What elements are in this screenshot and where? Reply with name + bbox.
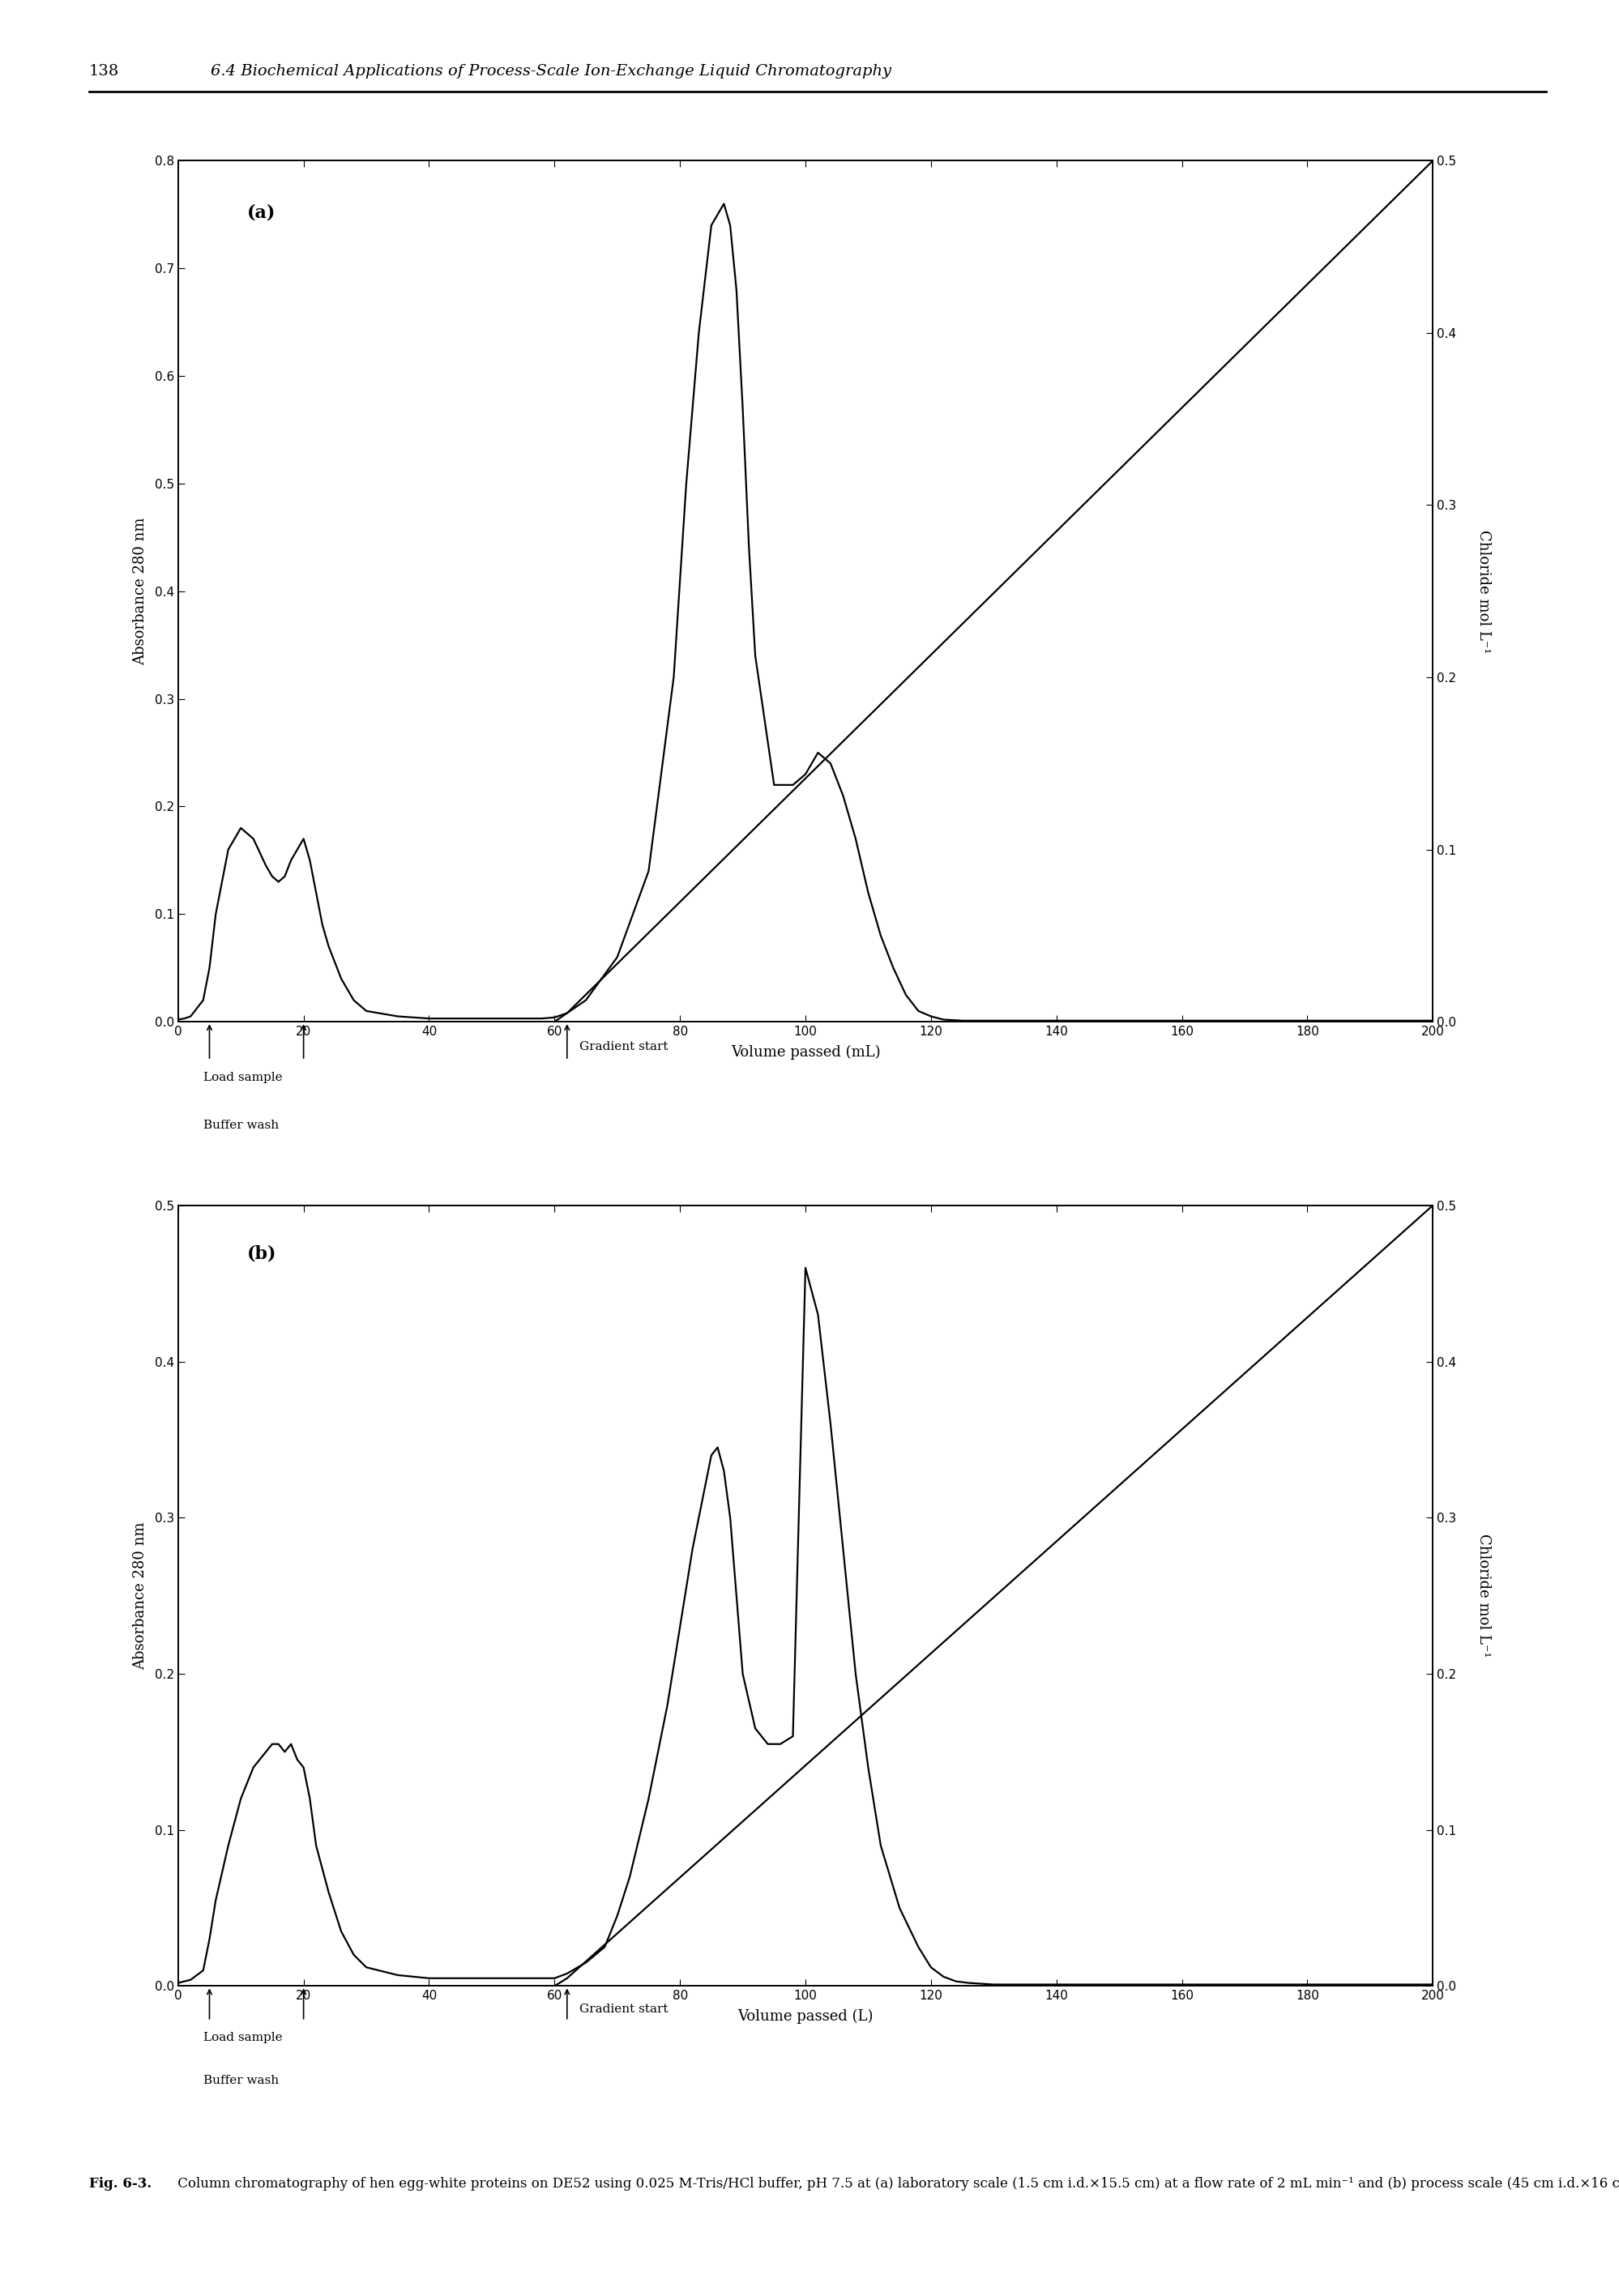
Text: Column chromatography of hen egg-white proteins on DE52 using 0.025 M-Tris/HCl b: Column chromatography of hen egg-white p… bbox=[173, 2177, 1619, 2190]
Text: Buffer wash: Buffer wash bbox=[204, 2076, 278, 2087]
Text: 6.4 Biochemical Applications of Process-Scale Ion-Exchange Liquid Chromatography: 6.4 Biochemical Applications of Process-… bbox=[210, 64, 890, 78]
Text: (a): (a) bbox=[248, 204, 275, 223]
Y-axis label: Chloride mol L⁻¹: Chloride mol L⁻¹ bbox=[1477, 530, 1491, 652]
Text: Gradient start: Gradient start bbox=[580, 1040, 669, 1052]
Text: Load sample: Load sample bbox=[204, 2032, 282, 2043]
X-axis label: Volume passed (L): Volume passed (L) bbox=[738, 2009, 873, 2023]
Y-axis label: Chloride mol L⁻¹: Chloride mol L⁻¹ bbox=[1477, 1534, 1491, 1658]
X-axis label: Volume passed (mL): Volume passed (mL) bbox=[730, 1045, 881, 1058]
Y-axis label: Absorbance 280 nm: Absorbance 280 nm bbox=[133, 1522, 147, 1669]
Text: 138: 138 bbox=[89, 64, 120, 78]
Y-axis label: Absorbance 280 nm: Absorbance 280 nm bbox=[133, 517, 147, 666]
Text: Fig. 6-3.: Fig. 6-3. bbox=[89, 2177, 152, 2190]
Text: Load sample: Load sample bbox=[204, 1072, 282, 1084]
Text: Gradient start: Gradient start bbox=[580, 2004, 669, 2016]
Text: (b): (b) bbox=[248, 1244, 277, 1263]
Text: Buffer wash: Buffer wash bbox=[204, 1120, 278, 1132]
